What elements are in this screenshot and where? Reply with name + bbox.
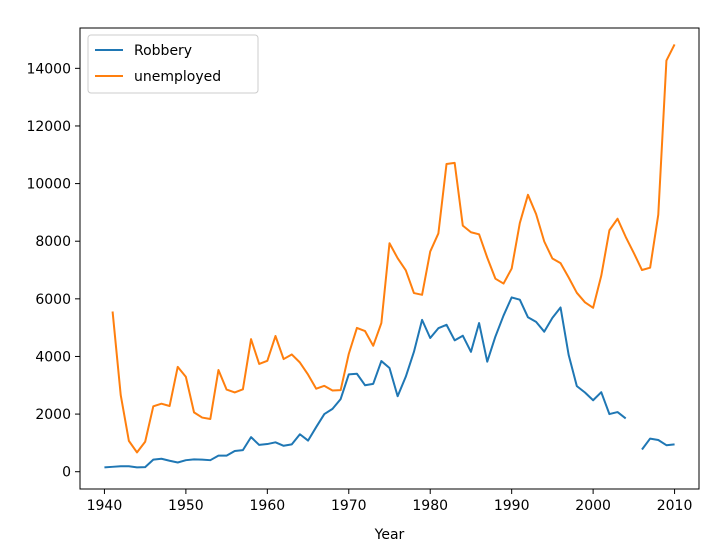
y-axis: 0 2000 4000 6000 8000 10000 12000 14000 [26,61,80,481]
y-tick-label: 6000 [35,292,71,308]
series-line-robbery [641,437,675,451]
plot-area-frame [79,27,700,490]
x-tick-label: 1950 [168,498,204,514]
x-tick-label: 2000 [575,498,611,514]
x-tick-label: 1970 [331,498,367,514]
legend: Robbery unemployed [87,34,259,94]
x-tick-label: 1990 [494,498,530,514]
x-axis-label: Year [374,527,405,543]
x-tick-label: 1940 [87,498,123,514]
plot-lines [104,43,676,469]
x-axis: 1940 1950 1960 1970 1980 1990 2000 2010 [87,489,693,514]
legend-box [87,34,259,94]
series-line-unemployed [111,43,676,454]
y-tick-label: 8000 [35,234,71,250]
series-line-robbery [104,296,627,469]
y-tick-label: 0 [62,465,71,481]
x-tick-label: 2010 [657,498,693,514]
y-tick-label: 4000 [35,349,71,365]
x-tick-label: 1980 [412,498,448,514]
legend-label-unemployed: unemployed [134,69,221,85]
y-tick-label: 14000 [26,61,71,77]
legend-label-robbery: Robbery [134,43,192,59]
y-tick-label: 2000 [35,407,71,423]
y-tick-label: 12000 [26,119,71,135]
y-tick-label: 10000 [26,177,71,193]
x-tick-label: 1960 [250,498,286,514]
